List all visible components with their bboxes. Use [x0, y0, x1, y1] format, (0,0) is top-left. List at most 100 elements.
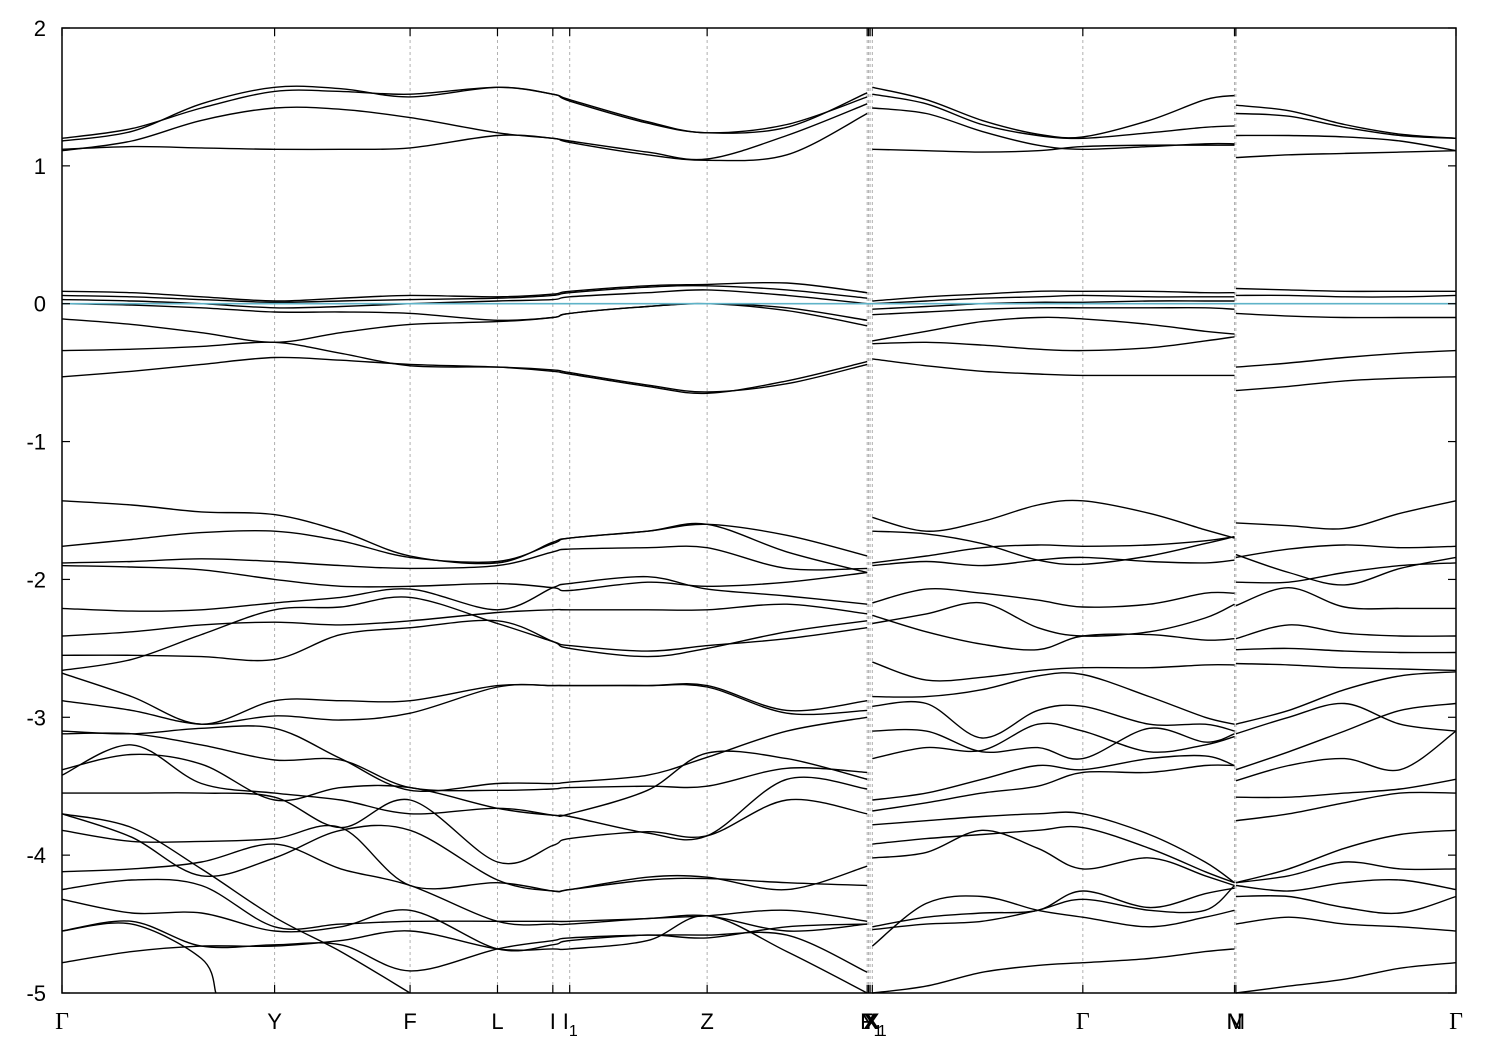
band-line	[1235, 778, 1457, 799]
band-line	[872, 887, 1235, 928]
band-line	[1235, 553, 1457, 586]
y-tick-label: -4	[26, 843, 46, 868]
band-line	[61, 302, 868, 344]
y-tick-label: -5	[26, 981, 46, 1006]
kpoint-label: Z	[700, 1009, 713, 1034]
band-line	[872, 499, 1235, 539]
band-line	[872, 722, 1235, 760]
kpoint-label: N	[1227, 1009, 1243, 1034]
band-line	[1235, 895, 1457, 915]
band-line	[1235, 671, 1457, 725]
band-line	[1235, 861, 1457, 884]
band-line	[872, 336, 1235, 352]
band-line	[872, 556, 1235, 567]
band-line	[1235, 287, 1456, 293]
band-line	[872, 316, 1235, 342]
kpoint-label: X	[865, 1009, 880, 1034]
band-line	[61, 564, 868, 592]
band-line	[1235, 647, 1457, 654]
band-line	[1235, 586, 1457, 610]
band-line	[61, 744, 868, 841]
band-line	[872, 530, 1235, 566]
band-line	[61, 281, 868, 302]
band-line	[61, 103, 868, 161]
band-line	[872, 764, 1235, 812]
kpoint-label: L	[491, 1009, 503, 1034]
grid-lines	[274, 28, 1237, 993]
band-line	[872, 107, 1235, 151]
band-line	[61, 922, 217, 994]
band-line	[872, 358, 1235, 377]
y-tick-label: -2	[26, 567, 46, 592]
band-line	[1235, 376, 1457, 392]
kpoint-label: M	[1227, 1009, 1245, 1034]
kpoint-label: Γ	[55, 1009, 69, 1035]
band-line	[872, 93, 1235, 140]
band-line	[872, 661, 1235, 682]
band-line	[872, 614, 1235, 651]
band-line	[872, 727, 1235, 760]
band-line	[872, 588, 1235, 608]
band-line	[61, 683, 868, 725]
band-line	[61, 284, 868, 304]
kpoint-label: Γ	[1076, 1009, 1090, 1035]
band-line	[61, 596, 868, 672]
band-line	[1235, 150, 1457, 159]
band-line	[872, 884, 1235, 931]
plot-frame	[61, 27, 1457, 994]
kpoint-label: Γ	[1449, 1009, 1463, 1035]
band-line	[872, 672, 1235, 725]
band-line	[61, 619, 868, 662]
y-tick-label: 2	[34, 16, 46, 41]
band-line	[61, 824, 868, 893]
band-line	[1235, 134, 1457, 152]
band-line	[1235, 962, 1457, 994]
band-line	[62, 792, 868, 865]
band-line	[61, 813, 868, 893]
band-line	[1235, 500, 1457, 530]
band-line	[872, 811, 1235, 884]
band-line	[872, 754, 1235, 801]
y-tick-label: 0	[34, 292, 46, 317]
band-line	[61, 716, 868, 793]
y-tick-label: 1	[34, 154, 46, 179]
band-line	[61, 522, 868, 574]
band-line	[1235, 349, 1457, 368]
band-line	[61, 356, 868, 395]
band-line	[872, 144, 1235, 153]
band-line	[61, 341, 868, 393]
band-line	[1235, 730, 1457, 782]
band-line	[1235, 829, 1457, 884]
band-line	[1235, 916, 1457, 932]
kpoint-label: Y	[267, 1009, 282, 1034]
band-line	[61, 672, 868, 725]
y-axis-ticks: -5 -4 -3 -2 -1 0 1 2	[26, 16, 1456, 1006]
band-lines	[61, 85, 1457, 994]
band-line	[871, 895, 1235, 947]
band-line	[1235, 624, 1457, 640]
band-line	[61, 85, 868, 142]
band-line	[61, 575, 868, 612]
band-line	[872, 700, 1235, 739]
kpoint-label: Y	[861, 1009, 876, 1034]
band-line	[872, 290, 1235, 302]
band-line	[1235, 702, 1457, 771]
band-line	[61, 86, 868, 139]
band-line	[61, 500, 868, 565]
band-line	[1235, 294, 1457, 298]
band-line	[61, 878, 868, 932]
band-line	[1235, 662, 1457, 672]
band-line	[1235, 104, 1457, 139]
band-line	[872, 536, 1235, 564]
band-line	[61, 732, 868, 792]
band-line	[872, 829, 1235, 887]
band-line	[872, 825, 1235, 884]
band-line	[61, 813, 411, 994]
y-tick-label: -1	[26, 430, 46, 455]
band-line	[872, 601, 1235, 637]
band-line	[872, 300, 1235, 310]
band-line	[61, 603, 868, 637]
band-line	[1235, 112, 1457, 139]
